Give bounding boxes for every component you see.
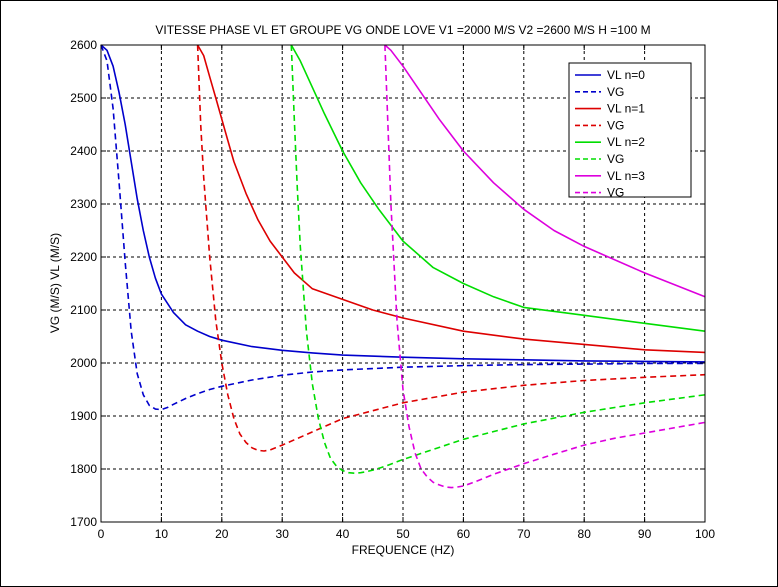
y-tick-label: 1700: [70, 515, 97, 529]
y-tick-label: 2000: [70, 356, 97, 370]
y-tick-label: 2100: [70, 303, 97, 317]
y-axis-label: VG (M/S) VL (M/S): [48, 233, 62, 333]
x-tick-label: 40: [336, 527, 350, 541]
legend-label: VL n=1: [607, 102, 645, 116]
legend-box: [568, 62, 692, 198]
legend-label: VG: [607, 118, 624, 132]
x-tick-label: 90: [638, 527, 652, 541]
series-line-7: [384, 44, 706, 489]
series-line-6: [384, 44, 706, 298]
series-line-5: [290, 44, 706, 475]
y-tick-label: 1800: [70, 462, 97, 476]
x-tick-label: 10: [155, 527, 169, 541]
legend-label: VL n=3: [607, 169, 645, 183]
legend-label: VG: [607, 85, 624, 99]
legend-label: VL n=0: [607, 68, 645, 82]
y-tick-label: 2200: [70, 250, 97, 264]
x-tick-label: 80: [578, 527, 592, 541]
y-tick-label: 1900: [70, 409, 97, 423]
x-tick-label: 0: [98, 527, 105, 541]
y-tick-label: 2400: [70, 144, 97, 158]
x-tick-label: 60: [457, 527, 471, 541]
series-line-4: [290, 44, 706, 332]
series-line-3: [196, 44, 706, 452]
series-layer: [100, 44, 706, 489]
legend: VL n=0 VG VL n=1 VG VL n=2 VG VL n=3 VG: [568, 62, 692, 200]
series-line-1: [100, 44, 705, 411]
y-tick-label: 2300: [70, 197, 97, 211]
series-line-0: [100, 44, 706, 363]
chart-title: VITESSE PHASE VL ET GROUPE VG ONDE LOVE …: [155, 23, 650, 37]
y-tick-label: 2600: [70, 38, 97, 52]
x-tick-label: 30: [276, 527, 290, 541]
ticks: 0 10 20 30 40 50 60 70 80 90 100 1700 1800 1900 2000 21…: [70, 38, 715, 541]
x-axis-label: FREQUENCE (HZ): [352, 543, 455, 557]
x-tick-label: 70: [517, 527, 531, 541]
legend-label: VL n=2: [607, 135, 645, 149]
x-tick-label: 20: [215, 527, 229, 541]
legend-label: VG: [607, 186, 624, 200]
legend-label: VG: [607, 152, 624, 166]
series-line-2: [196, 44, 706, 354]
x-tick-label: 50: [396, 527, 410, 541]
y-tick-label: 2500: [70, 91, 97, 105]
x-tick-label: 100: [695, 527, 715, 541]
